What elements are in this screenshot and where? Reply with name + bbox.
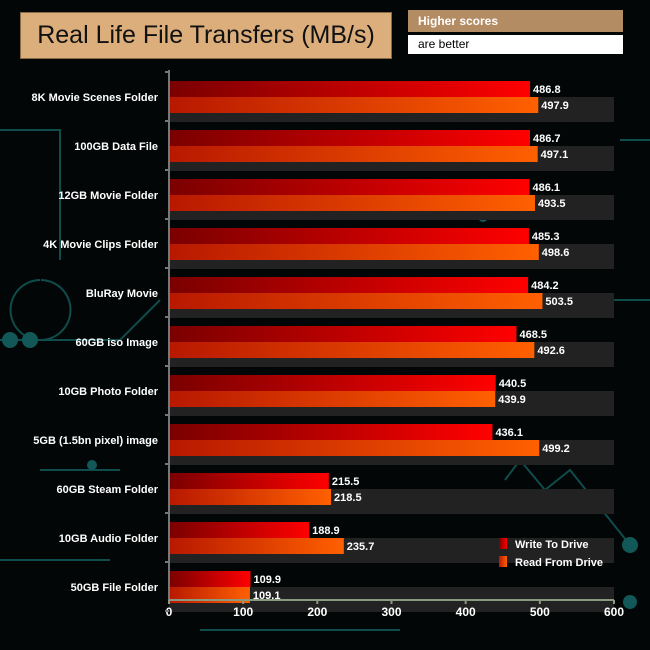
- data-label: 440.5: [499, 378, 527, 390]
- data-label: 235.7: [347, 541, 375, 553]
- bar-write: [169, 228, 529, 244]
- category-label: 60GB Steam Folder: [57, 484, 159, 496]
- bar-write: [169, 81, 531, 97]
- note-are-better: are better: [408, 35, 623, 54]
- bar-write: [169, 424, 493, 440]
- category-label: 8K Movie Scenes Folder: [31, 92, 158, 104]
- legend-label: Read From Drive: [515, 557, 603, 569]
- data-label: 498.6: [542, 247, 570, 259]
- data-label: 503.5: [545, 296, 573, 308]
- bar-write: [169, 326, 517, 342]
- bar-write: [169, 375, 496, 391]
- data-label: 492.6: [537, 345, 565, 357]
- data-label: 486.1: [533, 182, 561, 194]
- bar-read: [169, 195, 536, 211]
- data-label: 215.5: [332, 476, 360, 488]
- data-label: 486.8: [533, 84, 561, 96]
- legend-label: Write To Drive: [515, 539, 589, 551]
- bar-write: [169, 522, 310, 538]
- data-label: 485.3: [532, 231, 560, 243]
- data-label: 188.9: [312, 525, 340, 537]
- x-tick-label: 400: [456, 605, 476, 619]
- data-label: 439.9: [498, 394, 526, 406]
- bar-read: [169, 391, 496, 407]
- bar-write: [169, 571, 251, 587]
- x-tick-label: 300: [381, 605, 401, 619]
- bar-write: [169, 277, 529, 293]
- x-tick-label: 200: [307, 605, 327, 619]
- bar-read: [169, 97, 539, 113]
- x-tick-label: 0: [166, 605, 173, 619]
- data-label: 497.9: [541, 100, 569, 112]
- bar-read: [169, 342, 535, 358]
- bar-write: [169, 179, 530, 195]
- bar-read: [169, 440, 540, 456]
- data-label: 497.1: [541, 149, 569, 161]
- category-label: 5GB (1.5bn pixel) image: [33, 435, 158, 447]
- bar-write: [169, 130, 530, 146]
- x-tick-label: 100: [233, 605, 253, 619]
- legend-swatch-read: [499, 556, 507, 567]
- bar-read: [169, 146, 538, 162]
- bar-read: [169, 538, 344, 554]
- bar-write: [169, 473, 329, 489]
- data-label: 436.1: [495, 427, 523, 439]
- data-label: 109.9: [254, 574, 282, 586]
- chart-title: Real Life File Transfers (MB/s): [20, 12, 392, 59]
- bar-read: [169, 489, 332, 505]
- data-label: 486.7: [533, 133, 561, 145]
- data-label: 493.5: [538, 198, 566, 210]
- category-label: 10GB Photo Folder: [58, 386, 158, 398]
- category-label: 50GB File Folder: [71, 582, 159, 594]
- legend-swatch-write: [499, 538, 507, 549]
- x-tick-label: 600: [604, 605, 624, 619]
- data-label: 484.2: [531, 280, 559, 292]
- bar-read: [169, 244, 539, 260]
- category-label: 10GB Audio Folder: [59, 533, 159, 545]
- category-label: 4K Movie Clips Folder: [43, 239, 159, 251]
- category-label: 100GB Data File: [74, 141, 158, 153]
- category-label: 60GB iso Image: [75, 337, 158, 349]
- category-label: BluRay Movie: [86, 288, 158, 300]
- category-label: 12GB Movie Folder: [58, 190, 158, 202]
- x-tick-label: 500: [530, 605, 550, 619]
- data-label: 468.5: [519, 329, 547, 341]
- data-label: 218.5: [334, 492, 362, 504]
- data-label: 499.2: [542, 443, 570, 455]
- note-higher-scores: Higher scores: [408, 10, 623, 32]
- bar-read: [169, 293, 543, 309]
